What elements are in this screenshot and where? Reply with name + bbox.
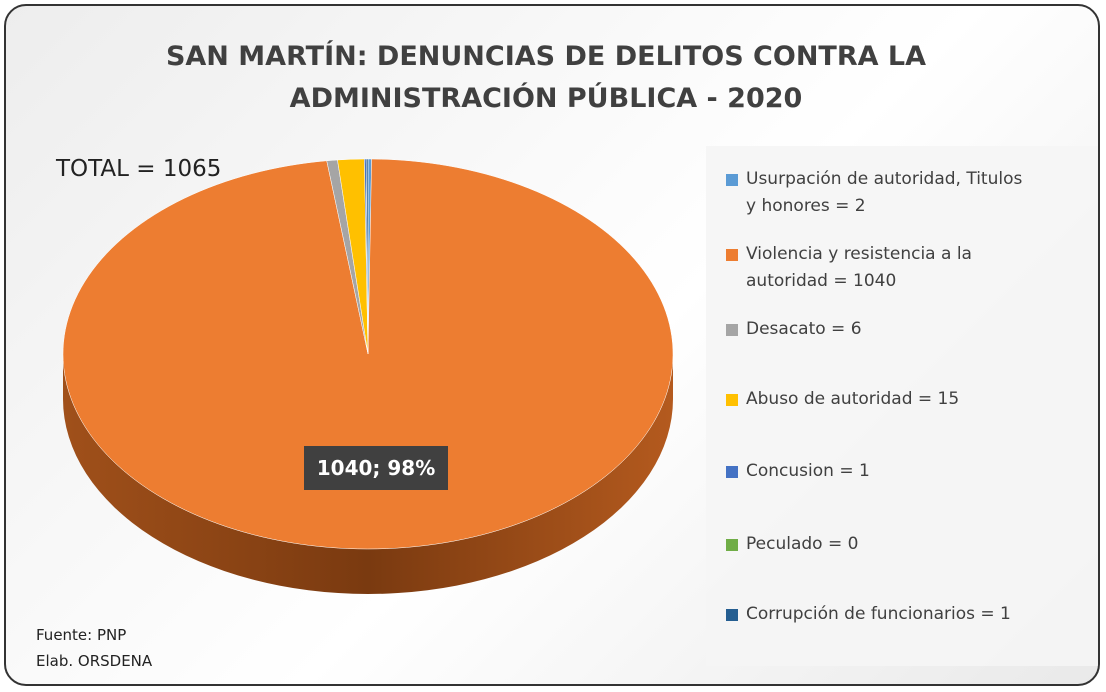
legend-swatch xyxy=(726,466,738,478)
legend-swatch xyxy=(726,539,738,551)
pie-side xyxy=(63,354,673,594)
legend-item: Concusion = 1 xyxy=(726,458,1096,485)
legend-item: Peculado = 0 xyxy=(726,531,1096,558)
legend-label: Concusion = 1 xyxy=(746,461,870,481)
legend-swatch xyxy=(726,249,738,261)
legend-label: Violencia y resistencia a la autoridad =… xyxy=(746,244,972,291)
pie-area: 1040; 98% xyxy=(62,158,674,594)
legend-item: Corrupción de funcionarios = 1 xyxy=(726,601,1096,628)
chart-title: SAN MARTÍN: DENUNCIAS DE DELITOS CONTRA … xyxy=(165,41,927,114)
legend-item: Desacato = 6 xyxy=(726,316,1096,343)
legend-swatch xyxy=(726,609,738,621)
legend: Usurpación de autoridad, Titulos y honor… xyxy=(706,146,1098,666)
legend-item: Usurpación de autoridad, Titulos y honor… xyxy=(726,166,1026,220)
legend-label: Peculado = 0 xyxy=(746,534,859,554)
total-annotation: TOTAL = 1065 xyxy=(56,156,222,182)
source-note: Fuente: PNP xyxy=(36,626,127,644)
data-label-box xyxy=(304,446,448,490)
chart: 1040; 98% SAN MARTÍN: DENUNCIAS DE DELIT… xyxy=(4,4,1100,686)
legend-label: Usurpación de autoridad, Titulos y honor… xyxy=(746,169,1023,216)
legend-item: Abuso de autoridad = 15 xyxy=(726,386,1096,413)
legend-swatch xyxy=(726,174,738,186)
legend-item: Violencia y resistencia a la autoridad =… xyxy=(726,241,1026,295)
legend-swatch xyxy=(726,324,738,336)
legend-label: Abuso de autoridad = 15 xyxy=(746,389,960,409)
legend-label: Desacato = 6 xyxy=(746,319,862,339)
credit-note: Elab. ORSDENA xyxy=(36,652,153,670)
legend-label: Corrupción de funcionarios = 1 xyxy=(746,604,1011,624)
legend-swatch xyxy=(726,394,738,406)
data-label: 1040; 98% xyxy=(317,456,436,480)
pie-slice xyxy=(365,158,369,355)
